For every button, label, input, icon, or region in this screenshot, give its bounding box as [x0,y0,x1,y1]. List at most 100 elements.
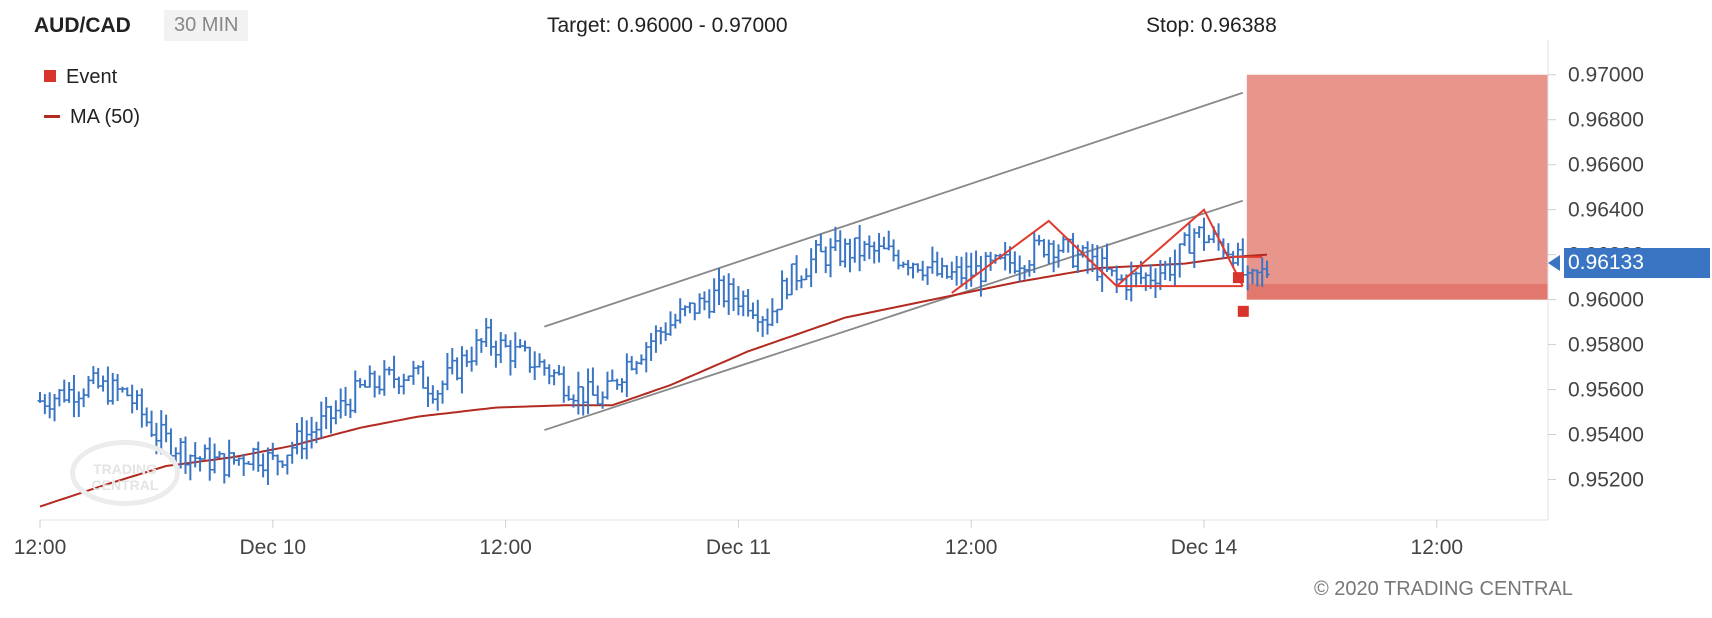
ohlc-bar [1099,248,1105,292]
ohlc-bar [600,391,606,409]
ohlc-bar [372,370,378,398]
ohlc-bar [546,364,552,385]
channel-lower-line [544,199,1244,431]
ohlc-bar [81,388,87,408]
ohlc-bar [246,460,252,466]
legend-item-ma[interactable]: MA (50) [44,106,140,129]
ohlc-bar [808,248,814,288]
ohlc-bar [178,437,184,469]
ohlc-bar [590,367,596,396]
ohlc-bar [648,333,654,361]
ohlc-bar [706,289,712,319]
ohlc-bar [449,348,455,375]
ohlc-bar [1026,260,1032,277]
stop-label: Stop: 0.96388 [1146,14,1277,37]
ohlc-bar [42,394,48,415]
ohlc-bar [270,442,276,460]
ohlc-bar [425,376,431,408]
ohlc-bar [755,299,761,332]
ohlc-bar [401,373,407,395]
ohlc-bar [381,360,387,396]
ohlc-bar [1177,243,1183,278]
ohlc-bar [90,366,96,385]
ohlc-bar [420,360,426,389]
target-zone-low-band [1246,283,1548,300]
ohlc-bar [105,366,111,405]
ohlc-bar [115,374,121,401]
ohlc-bar [163,414,169,443]
axes: 0.970000.968000.966000.964000.962000.960… [14,40,1644,559]
ohlc-bar [1259,257,1265,287]
ohlc-bar [323,396,329,430]
ohlc-bar [250,447,256,471]
ohlc-bar [192,442,198,468]
ohlc-bar [803,268,809,281]
ohlc-bar [304,420,310,460]
ohlc-bar [881,236,887,250]
ohlc-bar [566,385,572,401]
ohlc-bar [765,308,770,335]
interval-button[interactable]: 30 MIN [164,10,249,41]
ohlc-bar [634,360,640,375]
ohlc-bar [158,410,164,455]
legend-item-event[interactable]: Event [44,66,117,89]
ohlc-bar [318,401,324,439]
x-tick-label: 12:00 [14,536,67,559]
watermark-logo: TRADING CENTRAL [70,440,180,506]
ohlc-bar [1041,238,1047,258]
ohlc-bar [682,305,688,317]
ohlc-bar [66,382,72,403]
target-label: Target: 0.96000 - 0.97000 [547,14,788,37]
ohlc-bar [871,241,877,264]
ohlc-bar [313,421,319,444]
ohlc-bar [813,239,819,274]
ohlc-bar [1153,268,1158,299]
ohlc-bar [774,308,780,324]
ohlc-bar [37,391,43,403]
ohlc-bar [255,441,261,472]
ohlc-bar [216,451,222,459]
y-tick-label: 0.97000 [1568,64,1644,87]
ohlc-bar [357,378,363,388]
ohlc-bar [910,262,916,279]
ohlc-bar [556,364,562,376]
ohlc-bar [1162,260,1168,280]
ohlc-bar [309,416,315,449]
ohlc-bar [241,453,247,477]
ohlc-bar [522,340,528,352]
event-marker [1232,272,1244,284]
ohlc-bar [721,275,727,308]
ohlc-bar [226,439,232,478]
x-tick-label: 12:00 [479,536,532,559]
ohlc-bar [837,230,843,267]
ohlc-bar [275,454,281,476]
ohlc-bar [71,374,77,418]
event-square-icon [44,70,56,82]
ohlc-bar [95,367,101,389]
ohlc-bar [430,385,436,404]
ohlc-bar [503,334,509,348]
ohlc-bar [973,250,979,277]
y-tick-label: 0.95400 [1568,424,1644,447]
ohlc-bar [750,302,756,319]
ohlc-bar [144,407,150,427]
ohlc-bar [512,332,518,369]
ohlc-bar [818,233,824,253]
y-tick-label: 0.95800 [1568,334,1644,357]
ohlc-bar [1133,271,1139,288]
ohlc-bar [1094,245,1100,282]
ohlc-bar [784,277,790,300]
ohlc-bar [517,339,523,349]
ohlc-bar [687,302,693,314]
ohlc-bar [716,267,722,305]
ohlc-bar [444,352,450,391]
ohlc-bar [386,366,392,376]
y-tick-label: 0.96800 [1568,109,1644,132]
ohlc-bar [454,357,460,381]
ohlc-bar [202,444,208,460]
ohlc-bar [866,235,872,260]
ohlc-bar [643,342,649,373]
ohlc-bar [56,389,62,407]
ohlc-bar [1022,265,1028,280]
ohlc-bar [1201,217,1207,251]
